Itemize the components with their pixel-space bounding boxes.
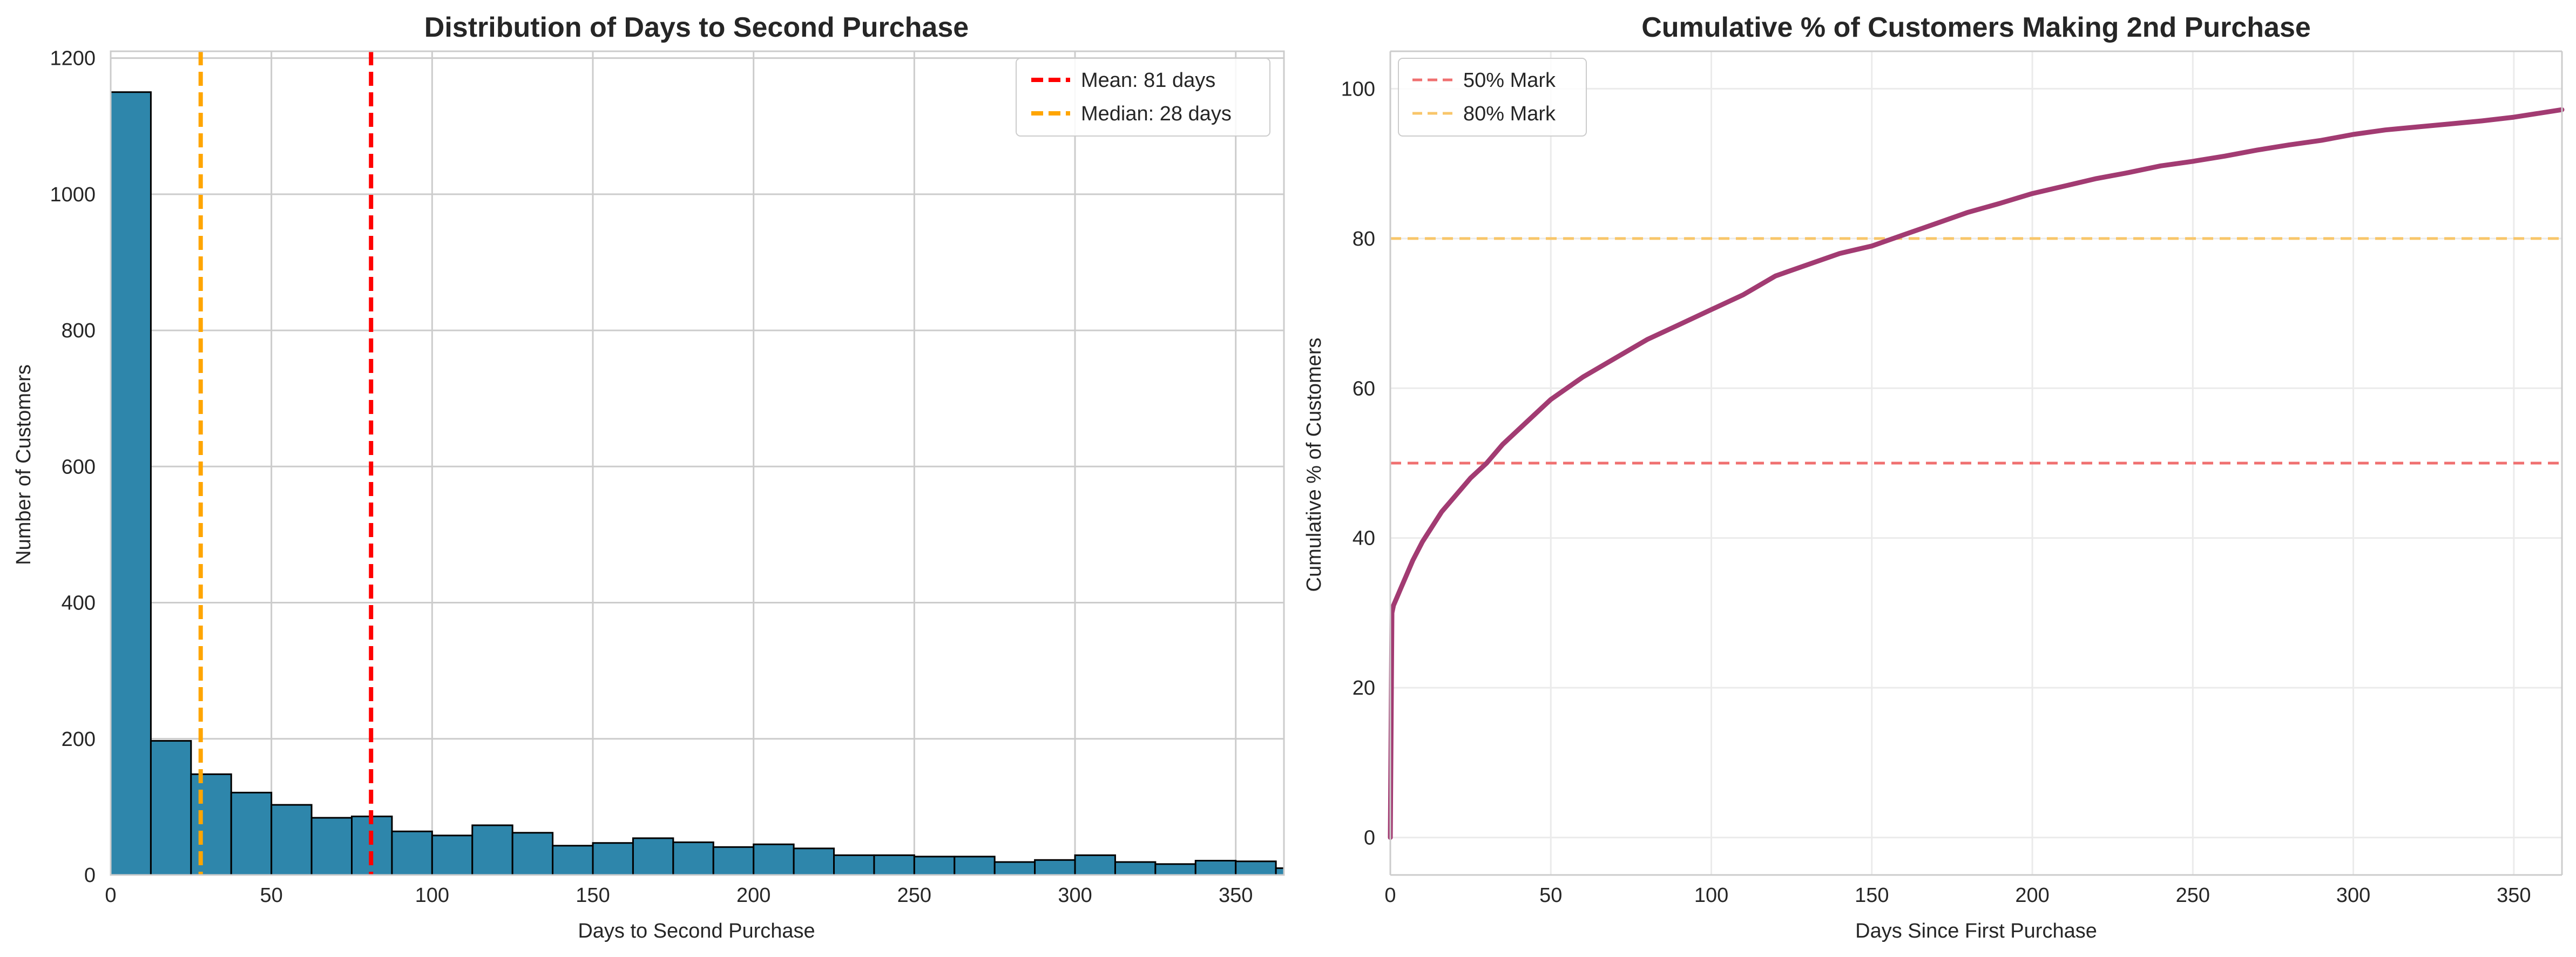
chart1-x-tick-label: 150 [576, 884, 610, 907]
histogram-bar [1154, 863, 1196, 876]
histogram-bar [632, 837, 674, 876]
histogram-bar [873, 854, 915, 876]
histogram-bar [954, 856, 996, 876]
chart1-tick-labels: 0 50 100 150 200 250 300 350 0 200 400 600 800 1000 12… [50, 47, 1253, 907]
chart1-y-tick-label: 400 [62, 592, 96, 615]
histogram-bar [511, 832, 554, 876]
chart1-x-tick-label: 200 [736, 884, 770, 907]
chart2-x-tick-label: 350 [2497, 884, 2531, 907]
histogram-bar [230, 791, 273, 876]
chart1-legend-box [1016, 58, 1270, 137]
chart2-y-tick-label: 0 [1364, 827, 1375, 850]
chart1-title: Distribution of Days to Second Purchase [424, 12, 969, 43]
histogram-chart: Distribution of Days to Second Purchase … [12, 12, 1285, 942]
histogram-bar [1194, 860, 1237, 876]
chart2-y-tick-label: 40 [1353, 527, 1375, 550]
legend-80-label: 80% Mark [1463, 103, 1556, 125]
chart1-y-tick-label: 200 [62, 728, 96, 751]
chart2-x-tick-label: 150 [1855, 884, 1889, 907]
histogram-bar [190, 773, 232, 876]
legend-mean-label: Mean: 81 days [1081, 69, 1215, 92]
chart2-x-tick-label: 200 [2015, 884, 2049, 907]
chart1-y-tick-label: 0 [84, 864, 96, 887]
histogram-bar [1074, 854, 1116, 876]
chart2-legend-box [1398, 58, 1587, 137]
chart1-frame [110, 50, 1285, 876]
chart2-title: Cumulative % of Customers Making 2nd Pur… [1641, 12, 2311, 43]
chart1-x-tick-label: 250 [897, 884, 931, 907]
chart2-x-tick-label: 250 [2176, 884, 2210, 907]
chart1-x-tick-label: 50 [260, 884, 283, 907]
chart2-tick-labels: 0 50 100 150 200 250 300 350 0 20 40 60 80 100 [1341, 78, 2531, 907]
histogram-bar [431, 834, 474, 876]
histogram-bar [793, 847, 835, 876]
chart2-y-tick-label: 80 [1353, 228, 1375, 250]
histogram-bar [833, 854, 875, 876]
chart2-y-tick-label: 60 [1353, 377, 1375, 400]
chart2-x-tick-label: 300 [2336, 884, 2370, 907]
cumulative-chart: Cumulative % of Customers Making 2nd Pur… [1303, 12, 2565, 942]
histogram-bar [993, 861, 1036, 876]
cumulative-line [1388, 107, 2565, 840]
chart2-x-tick-label: 0 [1384, 884, 1396, 907]
chart2-reference-lines [1390, 237, 2562, 465]
legend-50-label: 50% Mark [1463, 69, 1556, 92]
chart2-x-tick-label: 100 [1694, 884, 1728, 907]
histogram-bar [592, 842, 634, 876]
chart2-x-axis-label: Days Since First Purchase [1855, 920, 2097, 942]
chart1-axes [110, 50, 1285, 876]
chart1-grid [110, 51, 1284, 876]
histogram-bar [1034, 859, 1076, 876]
chart1-x-tick-label: 100 [415, 884, 449, 907]
histogram-bar [1235, 860, 1277, 876]
histogram-bar [471, 824, 513, 876]
histogram-bar [712, 846, 755, 876]
chart1-y-axis-label: Number of Customers [12, 364, 35, 565]
histogram-bar [351, 816, 393, 876]
chart2-legend: 50% Mark 80% Mark [1398, 58, 1587, 137]
histogram-bar [672, 841, 714, 876]
histogram-bar [753, 843, 795, 876]
histogram-bar [391, 830, 433, 876]
chart1-x-tick-label: 0 [105, 884, 116, 907]
chart2-series [1388, 107, 2565, 840]
chart1-bars [110, 91, 1285, 876]
histogram-bar [552, 845, 594, 876]
histogram-bar [913, 856, 956, 876]
histogram-bar [310, 817, 353, 876]
chart1-y-tick-label: 800 [62, 320, 96, 342]
chart1-y-tick-label: 1200 [50, 47, 96, 70]
chart1-reference-lines [198, 51, 374, 875]
histogram-bar [1275, 867, 1285, 876]
chart2-y-axis-label: Cumulative % of Customers [1303, 338, 1326, 592]
chart2-x-tick-label: 50 [1539, 884, 1562, 907]
histogram-bar [1114, 861, 1157, 876]
chart1-y-tick-label: 1000 [50, 184, 96, 206]
legend-median-label: Median: 28 days [1081, 103, 1232, 125]
chart2-y-tick-label: 100 [1341, 78, 1375, 100]
chart1-y-tick-label: 600 [62, 456, 96, 478]
histogram-bar [271, 804, 313, 876]
chart1-x-axis-label: Days to Second Purchase [578, 920, 815, 942]
chart2-y-tick-label: 20 [1353, 677, 1375, 700]
chart1-legend: Mean: 81 days Median: 28 days [1016, 58, 1270, 137]
chart1-x-tick-label: 300 [1058, 884, 1092, 907]
chart2-axes [1389, 50, 2563, 876]
histogram-bar [150, 740, 192, 876]
chart1-x-tick-label: 350 [1219, 884, 1253, 907]
histogram-bar [110, 91, 152, 876]
chart1-plot-area [111, 51, 1284, 875]
